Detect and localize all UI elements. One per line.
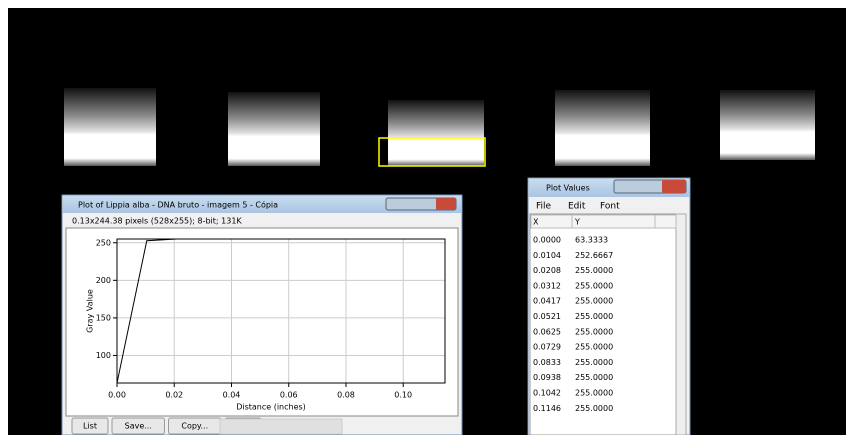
close-button[interactable] <box>436 198 456 210</box>
table-cell: 0.1042 <box>533 389 561 398</box>
button-label[interactable]: Save... <box>125 422 152 431</box>
table-cell: 255.0000 <box>575 404 613 413</box>
plot-panel <box>66 228 458 416</box>
table-cell: 255.0000 <box>575 266 613 275</box>
table-cell: 0.0833 <box>533 358 561 367</box>
menu-item[interactable]: Edit <box>568 202 586 212</box>
image-info: 0.13x244.38 pixels (528x255); 8-bit; 131… <box>72 217 242 226</box>
button-label[interactable]: Copy... <box>181 422 208 431</box>
table-header <box>531 215 676 228</box>
column-header: Y <box>574 218 580 227</box>
x-tick-label: 0.08 <box>337 391 355 400</box>
table-cell: 0.1146 <box>533 404 561 413</box>
window-title: Plot Values <box>546 184 590 193</box>
button-label[interactable]: List <box>83 422 97 431</box>
table-cell: 0.0938 <box>533 373 561 382</box>
window-title: Plot of Lippia alba - DNA bruto - imagem… <box>78 200 278 210</box>
band <box>720 90 815 160</box>
table-cell: 255.0000 <box>575 281 613 290</box>
table-cell: 255.0000 <box>575 327 613 336</box>
column-header: X <box>533 218 539 227</box>
y-tick-label: 100 <box>96 351 111 360</box>
table-cell: 0.0625 <box>533 327 561 336</box>
y-tick-label: 200 <box>96 276 111 285</box>
table-cell: 63.3333 <box>575 236 608 245</box>
y-tick-label: 250 <box>96 238 111 247</box>
x-tick-label: 0.04 <box>223 391 241 400</box>
table-cell: 0.0312 <box>533 281 561 290</box>
table-cell: 255.0000 <box>575 343 613 352</box>
y-axis-label: Gray Value <box>86 289 95 333</box>
table-cell: 252.6667 <box>575 251 613 260</box>
x-axis-label: Distance (inches) <box>236 403 306 412</box>
menu-item[interactable]: File <box>536 202 552 212</box>
table-cell: 255.0000 <box>575 373 613 382</box>
table <box>530 214 686 435</box>
table-cell: 0.0729 <box>533 343 561 352</box>
table-cell: 0.0521 <box>533 312 561 321</box>
x-tick-label: 0.06 <box>280 391 298 400</box>
band <box>388 100 484 166</box>
band <box>555 90 650 166</box>
table-cell: 0.0417 <box>533 297 561 306</box>
close-button[interactable] <box>662 180 686 193</box>
x-tick-label: 0.02 <box>165 391 183 400</box>
x-tick-label: 0.00 <box>108 391 126 400</box>
table-cell: 255.0000 <box>575 297 613 306</box>
table-cell: 0.0104 <box>533 251 561 260</box>
page: Plot of Lippia alba - DNA bruto - imagem… <box>0 0 846 435</box>
band <box>228 92 320 166</box>
table-cell: 0.0208 <box>533 266 561 275</box>
table-cell: 255.0000 <box>575 389 613 398</box>
table-cell: 0.0000 <box>533 236 561 245</box>
x-tick-label: 0.10 <box>394 391 412 400</box>
scrollbar[interactable] <box>676 214 686 435</box>
band <box>64 88 156 166</box>
table-cell: 255.0000 <box>575 358 613 367</box>
screen: Plot of Lippia alba - DNA bruto - imagem… <box>0 0 846 435</box>
y-tick-label: 150 <box>96 313 111 322</box>
menu-item[interactable]: Font <box>600 202 620 212</box>
table-cell: 255.0000 <box>575 312 613 321</box>
status-field <box>220 419 342 434</box>
